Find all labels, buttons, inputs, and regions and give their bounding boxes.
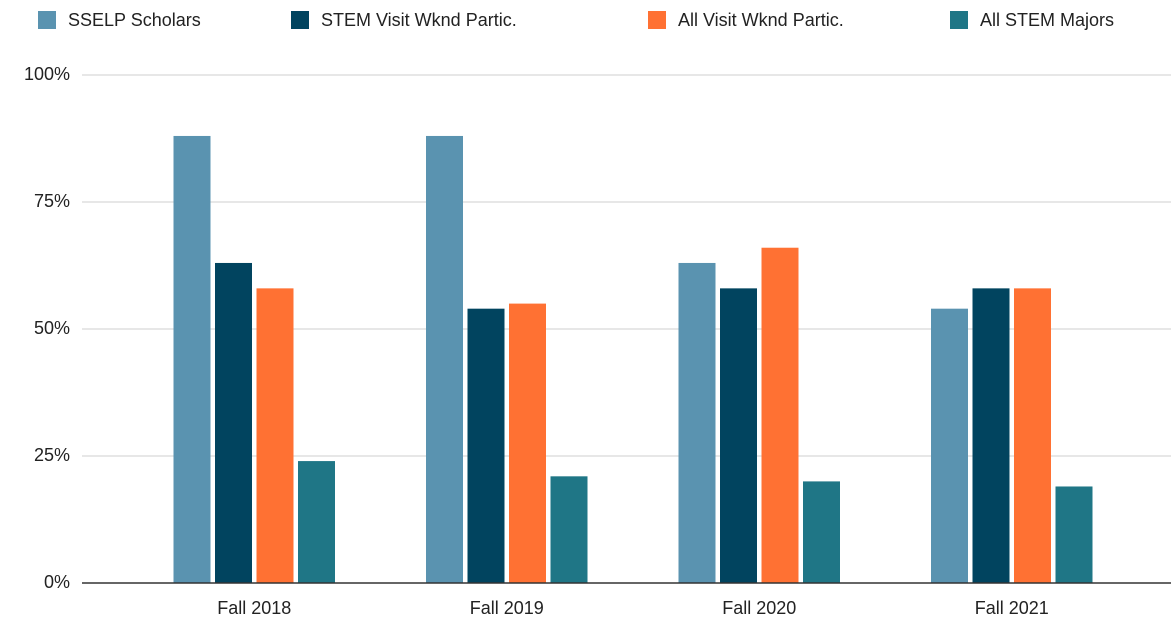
bar — [761, 247, 799, 583]
bar — [467, 308, 505, 583]
bar — [215, 262, 252, 583]
legend-swatch — [38, 11, 56, 29]
legend-swatch — [950, 11, 968, 29]
legend-swatch — [291, 11, 309, 29]
bar — [509, 303, 546, 583]
x-tick-label: Fall 2021 — [975, 598, 1049, 618]
bar — [678, 262, 716, 583]
bar — [550, 476, 588, 583]
y-tick-label: 0% — [44, 572, 70, 592]
bar — [173, 135, 211, 583]
bar — [931, 308, 968, 583]
bar — [1055, 486, 1093, 583]
x-tick-label: Fall 2019 — [470, 598, 544, 618]
bar — [1014, 288, 1051, 583]
legend-label: All STEM Majors — [980, 10, 1114, 30]
y-tick-label: 50% — [34, 318, 70, 338]
y-tick-label: 75% — [34, 191, 70, 211]
bar — [720, 288, 757, 583]
bar — [256, 288, 294, 583]
bar — [426, 135, 463, 583]
x-tick-label: Fall 2018 — [217, 598, 291, 618]
legend-label: STEM Visit Wknd Partic. — [321, 10, 517, 30]
y-tick-label: 25% — [34, 445, 70, 465]
bar — [972, 288, 1010, 583]
bar — [803, 481, 840, 583]
bar — [298, 461, 335, 583]
legend-swatch — [648, 11, 666, 29]
legend-label: SSELP Scholars — [68, 10, 201, 30]
x-tick-label: Fall 2020 — [722, 598, 796, 618]
legend-label: All Visit Wknd Partic. — [678, 10, 844, 30]
y-tick-label: 100% — [24, 64, 70, 84]
